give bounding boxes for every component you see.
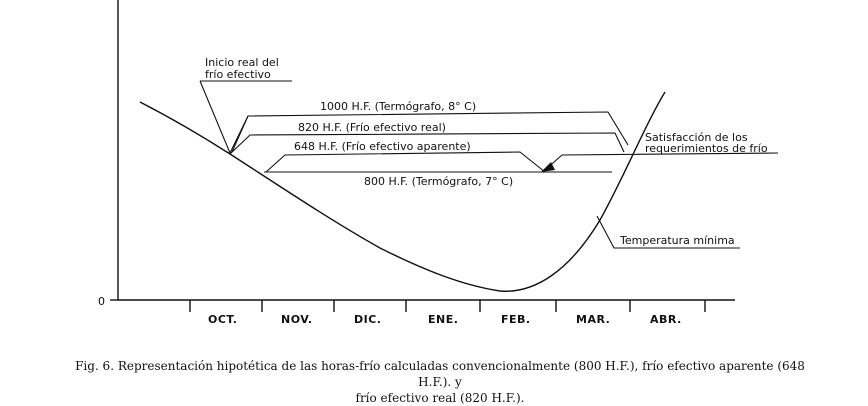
caption-line2: frío efectivo real (820 H.F.). [355, 391, 525, 405]
label-820: 820 H.F. (Frío efectivo real) [298, 121, 446, 134]
label-1000: 1000 H.F. (Termógrafo, 8° C) [320, 100, 476, 113]
inicio-label-line1: Inicio real del [205, 56, 279, 69]
month-ticks [189, 300, 706, 312]
temperatura-leader [596, 215, 740, 249]
temperature-curve [139, 91, 666, 292]
bracket-648 [265, 151, 546, 173]
label-800: 800 H.F. (Termógrafo, 7° C) [364, 175, 513, 188]
month-label-feb: FEB. [501, 313, 531, 326]
caption-line1: Fig. 6. Representación hipotética de las… [75, 359, 805, 389]
month-label-dic: DIC. [354, 313, 381, 326]
zero-label: 0 [98, 295, 105, 308]
inicio-label-line2: frío efectivo [205, 68, 271, 81]
month-label-mar: MAR. [576, 313, 610, 326]
month-label-nov: NOV. [281, 313, 313, 326]
satisfaccion-label-line2: requerimientos de frío [645, 142, 768, 155]
bracket-820 [229, 132, 625, 155]
label-648: 648 H.F. (Frío efectivo aparente) [294, 140, 471, 153]
satisfaccion-leader [544, 152, 779, 171]
month-label-abr: ABR. [650, 313, 682, 326]
arrowhead-icon [541, 162, 555, 172]
temperatura-label: Temperatura mínima [619, 234, 735, 247]
month-label-ene: ENE. [428, 313, 458, 326]
bracket-1000 [231, 111, 629, 153]
figure-caption: Fig. 6. Representación hipotética de las… [60, 358, 820, 406]
month-label-oct: OCT. [208, 313, 237, 326]
inicio-leader [199, 80, 249, 155]
satisfaccion-label-line1: Satisfacción de los [645, 131, 748, 144]
